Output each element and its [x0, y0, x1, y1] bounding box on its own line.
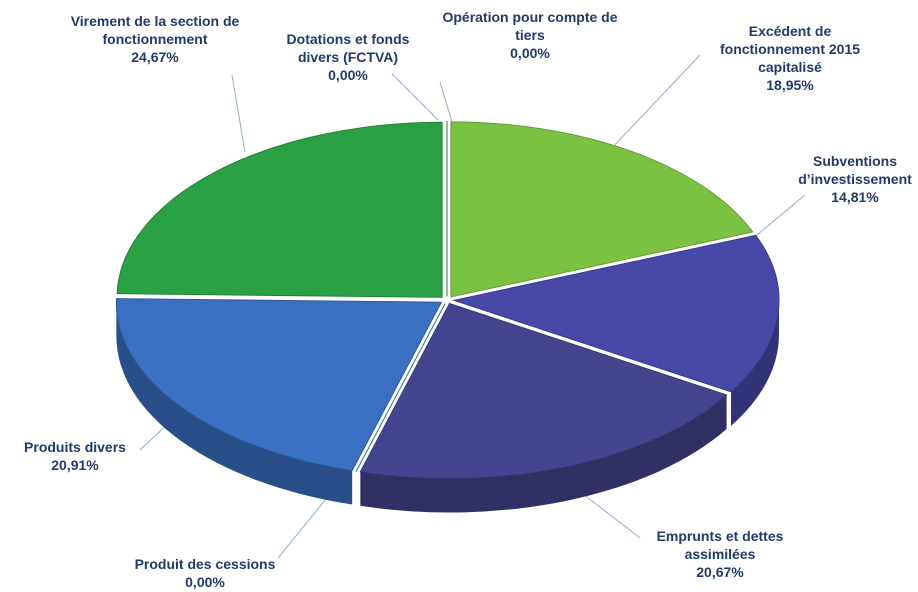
slice-name: Excédent de fonctionnement 2015 capitali…: [719, 23, 861, 75]
slice: [116, 121, 443, 298]
slice-value: 0,00%: [328, 67, 368, 83]
slice-value: 24,67%: [131, 49, 179, 65]
slice-name: Subventions d’investissement: [798, 153, 912, 187]
slice-side: [360, 395, 727, 513]
slice-name: Produits divers: [24, 439, 126, 455]
slice-label: Dotations et fonds divers (FCTVA) 0,00%: [268, 30, 428, 84]
leader-lines: [139, 54, 806, 559]
slice-label: Produit des cessions 0,00%: [105, 555, 305, 591]
slice-label: Subventions d’investissement 14,81%: [785, 152, 918, 206]
slice: [115, 298, 443, 472]
slice-name: Emprunts et dettes assimilées: [656, 528, 784, 562]
slice-value: 0,00%: [510, 45, 550, 61]
slice-label: Excédent de fonctionnement 2015 capitali…: [705, 22, 875, 94]
slice-name: Produit des cessions: [134, 556, 276, 572]
slice-value: 18,95%: [766, 77, 814, 93]
slice-label: Virement de la section de fonctionnement…: [50, 12, 260, 66]
slice: [359, 302, 728, 480]
leader-line: [609, 54, 701, 151]
slice-label: Opération pour compte de tiers 0,00%: [440, 8, 620, 62]
slice: [355, 303, 446, 473]
slice-value: 20,91%: [51, 457, 99, 473]
slice-value: 0,00%: [185, 574, 225, 590]
slice-value: 20,67%: [696, 564, 744, 580]
slice-label: Emprunts et dettes assimilées 20,67%: [630, 527, 810, 581]
leader-line: [231, 74, 246, 153]
slice-value: 14,81%: [831, 189, 879, 205]
slice-tops: [115, 121, 780, 480]
slice-side: [116, 302, 353, 505]
slice: [450, 121, 754, 298]
slice-name: Dotations et fonds divers (FCTVA): [286, 31, 410, 65]
slice-name: Opération pour compte de tiers: [442, 9, 618, 43]
slice-label: Produits divers 20,91%: [5, 438, 145, 474]
slice-side: [731, 300, 779, 426]
leader-line: [439, 81, 453, 123]
leader-line: [391, 73, 439, 121]
slice-sides: [116, 300, 779, 513]
slice-name: Virement de la section de fonctionnement: [70, 13, 240, 47]
slice: [452, 234, 780, 393]
